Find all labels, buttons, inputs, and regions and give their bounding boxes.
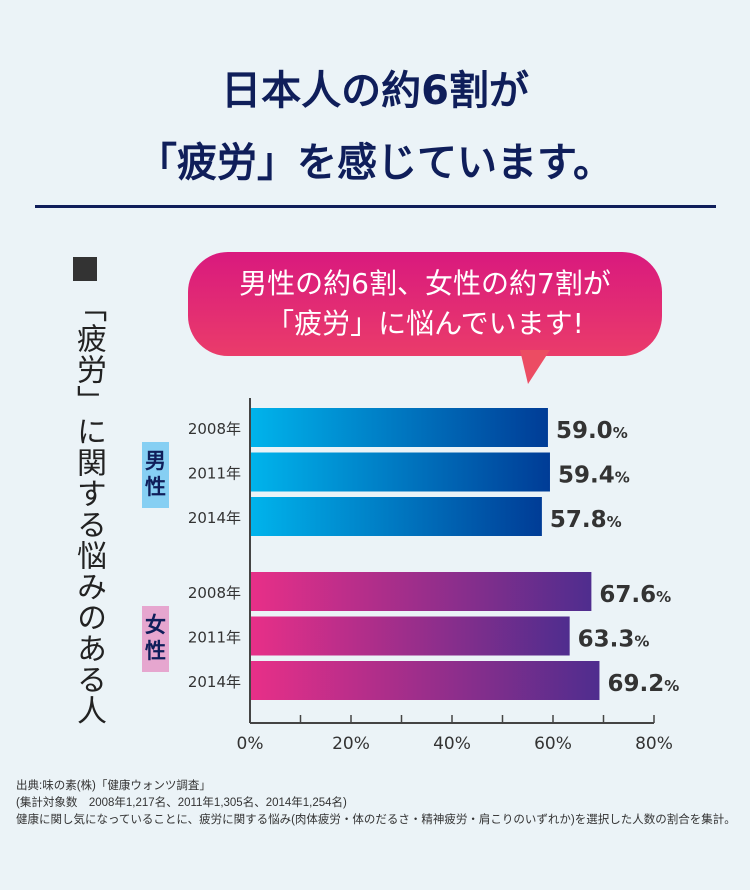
bubble-line-2: 「疲労」に悩んでいます! [266,307,584,340]
category-label: 2014年 [188,673,241,691]
bar [250,616,570,656]
title-line-1: 日本人の約6割が [221,68,529,114]
speech-bubble: 男性の約6割、女性の約7割が 「疲労」に悩んでいます! [188,252,662,356]
category-label: 2014年 [188,509,241,527]
bar [250,452,550,492]
divider [35,205,716,208]
source-note: 出典:味の素(株)「健康ウォンツ調査」 (集計対象数 2008年1,217名、2… [16,778,736,829]
source-line-1: 出典:味の素(株)「健康ウォンツ調査」 [16,780,211,792]
bar [250,661,600,700]
bar [250,497,542,536]
group-label: 女 [145,613,166,637]
category-label: 2011年 [188,465,241,483]
value-label: 59.4% [558,463,630,489]
group-badge [142,442,169,508]
value-label: 57.8% [550,507,622,533]
speech-bubble-tail [520,350,550,384]
source-line-2: (集計対象数 2008年1,217名、2011年1,305名、2014年1,25… [16,797,347,809]
title-line-2: 「疲労」を感じています。 [137,140,613,186]
value-label: 59.0% [556,418,628,444]
bar [250,572,592,611]
side-label: 「疲労」に関する悩みのある人 [71,292,106,726]
value-label: 63.3% [578,627,650,653]
category-label: 2008年 [188,584,241,602]
x-tick-label: 80% [635,734,673,754]
group-label: 性 [145,639,166,663]
value-label: 67.6% [599,582,671,608]
x-tick-label: 20% [332,734,370,754]
source-line-3: 健康に関し気になっていることに、疲労に関する悩み(肉体疲労・体のだるさ・精神疲労… [16,814,736,826]
bullet-square [73,257,97,281]
bar [250,408,548,447]
group-label: 性 [145,475,166,499]
category-label: 2008年 [188,420,241,438]
group-badge [142,606,169,672]
x-tick-label: 0% [237,734,264,754]
group-label: 男 [145,449,166,473]
value-label: 69.2% [607,671,679,697]
x-tick-label: 60% [534,734,572,754]
category-label: 2011年 [188,629,241,647]
bubble-line-1: 男性の約6割、女性の約7割が [239,267,611,300]
x-tick-label: 40% [433,734,471,754]
